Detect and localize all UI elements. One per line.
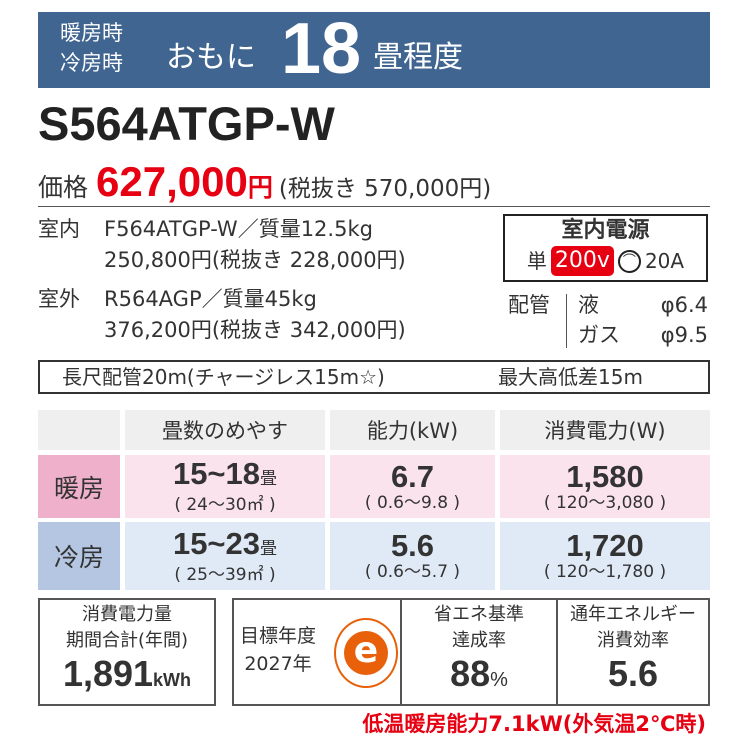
e-mark-letter: e <box>344 631 388 675</box>
power-supply-box: 室内電源 単 200v ⌒ 20A <box>503 214 708 282</box>
heating-label: 暖房 <box>38 455 120 518</box>
indoor-model: F564ATGP-W／質量12.5kg <box>104 217 373 241</box>
ampere: 20A <box>644 249 685 273</box>
heating-capacity-range: ( 0.6～9.8 ) <box>364 492 461 513</box>
indoor-label: 室内 <box>38 217 80 241</box>
tatami-unit: 畳 <box>260 469 278 488</box>
apf-line1: 通年エネルギー <box>570 604 696 625</box>
voltage-badge: 200v <box>550 246 614 276</box>
power-title: 室内電源 <box>561 218 650 243</box>
outdoor-model: R564AGP／質量45kg <box>104 287 317 311</box>
price-tax-excluded: (税抜き 570,000円) <box>278 176 492 202</box>
outdoor-label: 室外 <box>38 287 80 311</box>
cooling-capacity-range: ( 0.6～5.7 ) <box>364 562 461 582</box>
banner-prefix: おもに <box>166 40 256 75</box>
energy-label-box: 目標年度 2027年 e 省エネ基準 達成率 88% 通年エネルギー 消費効率 … <box>232 598 710 706</box>
indoor-price: 250,800円(税抜き 228,000円) <box>104 248 406 272</box>
gas-label: ガス <box>578 323 620 347</box>
cooling-capacity: 5.6 ( 0.6～5.7 ) <box>330 522 495 590</box>
target-line2: 2027年 <box>244 653 312 675</box>
cooling-area: ( 25～39㎡ ) <box>174 564 276 585</box>
cooling-power: 1,720 ( 120～1,780 ) <box>500 522 710 590</box>
price: 価格 627,000円 (税抜き 570,000円) <box>38 158 491 206</box>
annual-line1: 消費電力量 <box>82 604 172 625</box>
liquid-label: 液 <box>578 293 599 317</box>
table-corner <box>38 410 120 450</box>
single-phase: 単 <box>526 249 547 273</box>
piping-label: 配管 <box>508 293 550 317</box>
heating-power-range: ( 120～3,080 ) <box>543 492 667 513</box>
banner-tatami: 18 <box>281 9 362 89</box>
liquid-size: φ6.4 <box>660 293 708 317</box>
cooling-power-value: 1,720 <box>566 528 644 563</box>
heating-power-value: 1,580 <box>566 458 644 494</box>
price-label: 価格 <box>38 173 89 202</box>
heating-capacity-value: 6.7 <box>390 458 435 494</box>
cooling-capacity-value: 5.6 <box>390 528 435 563</box>
outdoor-unit: 室外 R564AGP／質量45kg 376,200円(税抜き 342,000円) <box>38 284 406 346</box>
achievement-cell: 省エネ基準 達成率 88% <box>400 600 556 704</box>
piping: 配管 液 φ6.4 ガス φ9.5 <box>508 290 708 350</box>
height-diff: 最大高低差15m <box>498 365 643 389</box>
achievement-line1: 省エネ基準 <box>434 604 524 625</box>
heating-label: 暖房時 <box>60 21 123 45</box>
heating-capacity: 6.7 ( 0.6～9.8 ) <box>330 455 495 518</box>
header-capacity: 能力(kW) <box>330 410 495 450</box>
outdoor-price: 376,200円(税抜き 342,000円) <box>104 318 406 342</box>
achievement-line2: 達成率 <box>452 630 506 651</box>
piping-separator <box>566 294 567 348</box>
achievement-value: 88 <box>450 653 491 694</box>
header-tatami: 畳数のめやす <box>125 410 325 450</box>
heating-tatami: 15~18畳 ( 24～30㎡ ) <box>125 455 325 518</box>
indoor-unit: 室内 F564ATGP-W／質量12.5kg 250,800円(税抜き 228,0… <box>38 214 406 276</box>
cooling-power-range: ( 120～1,780 ) <box>543 562 667 582</box>
apf-value: 5.6 <box>607 653 659 694</box>
model-number: S564ATGP-W <box>38 97 335 150</box>
price-value: 627,000 <box>96 158 248 205</box>
cooling-label: 冷房時 <box>60 51 123 75</box>
cooling-tatami-value: 15~23 <box>172 525 261 561</box>
target-line1: 目標年度 <box>240 625 317 647</box>
heating-area: ( 24～30㎡ ) <box>174 495 276 515</box>
cooling-tatami: 15~23畳 ( 25～39㎡ ) <box>125 522 325 590</box>
apf-line2: 消費効率 <box>597 630 669 651</box>
cooling-label: 冷房 <box>38 522 120 590</box>
price-yen: 円 <box>247 173 273 202</box>
annual-unit: kWh <box>153 670 192 690</box>
heating-power: 1,580 ( 120～3,080 ) <box>500 455 710 518</box>
plug-face-icon: ⌒ <box>617 249 641 273</box>
low-temp-heating-capacity: 低温暖房能力7.1kW(外気温2℃時) <box>362 712 706 736</box>
annual-line2: 期間合計(年間) <box>65 630 189 651</box>
long-pipe-box: 長尺配管20m(チャージレス15m☆) 最大高低差15m <box>38 360 710 394</box>
achievement-unit: % <box>490 669 508 691</box>
apf-cell: 通年エネルギー 消費効率 5.6 <box>556 600 708 704</box>
gas-size: φ9.5 <box>660 323 708 347</box>
banner-suffix: 畳程度 <box>373 40 463 75</box>
room-size-banner: 暖房時 冷房時 おもに 18 畳程度 <box>38 9 710 89</box>
long-pipe-text: 長尺配管20m(チャージレス15m☆) <box>62 365 385 389</box>
header-power: 消費電力(W) <box>500 410 710 450</box>
divider <box>38 206 710 207</box>
energy-saving-e-mark-icon: e <box>334 618 398 688</box>
tatami-unit: 畳 <box>260 538 278 558</box>
annual-consumption-box: 消費電力量 期間合計(年間) 1,891kWh <box>38 598 216 706</box>
annual-value: 1,891 <box>62 653 154 694</box>
heating-tatami-value: 15~18 <box>172 456 261 491</box>
